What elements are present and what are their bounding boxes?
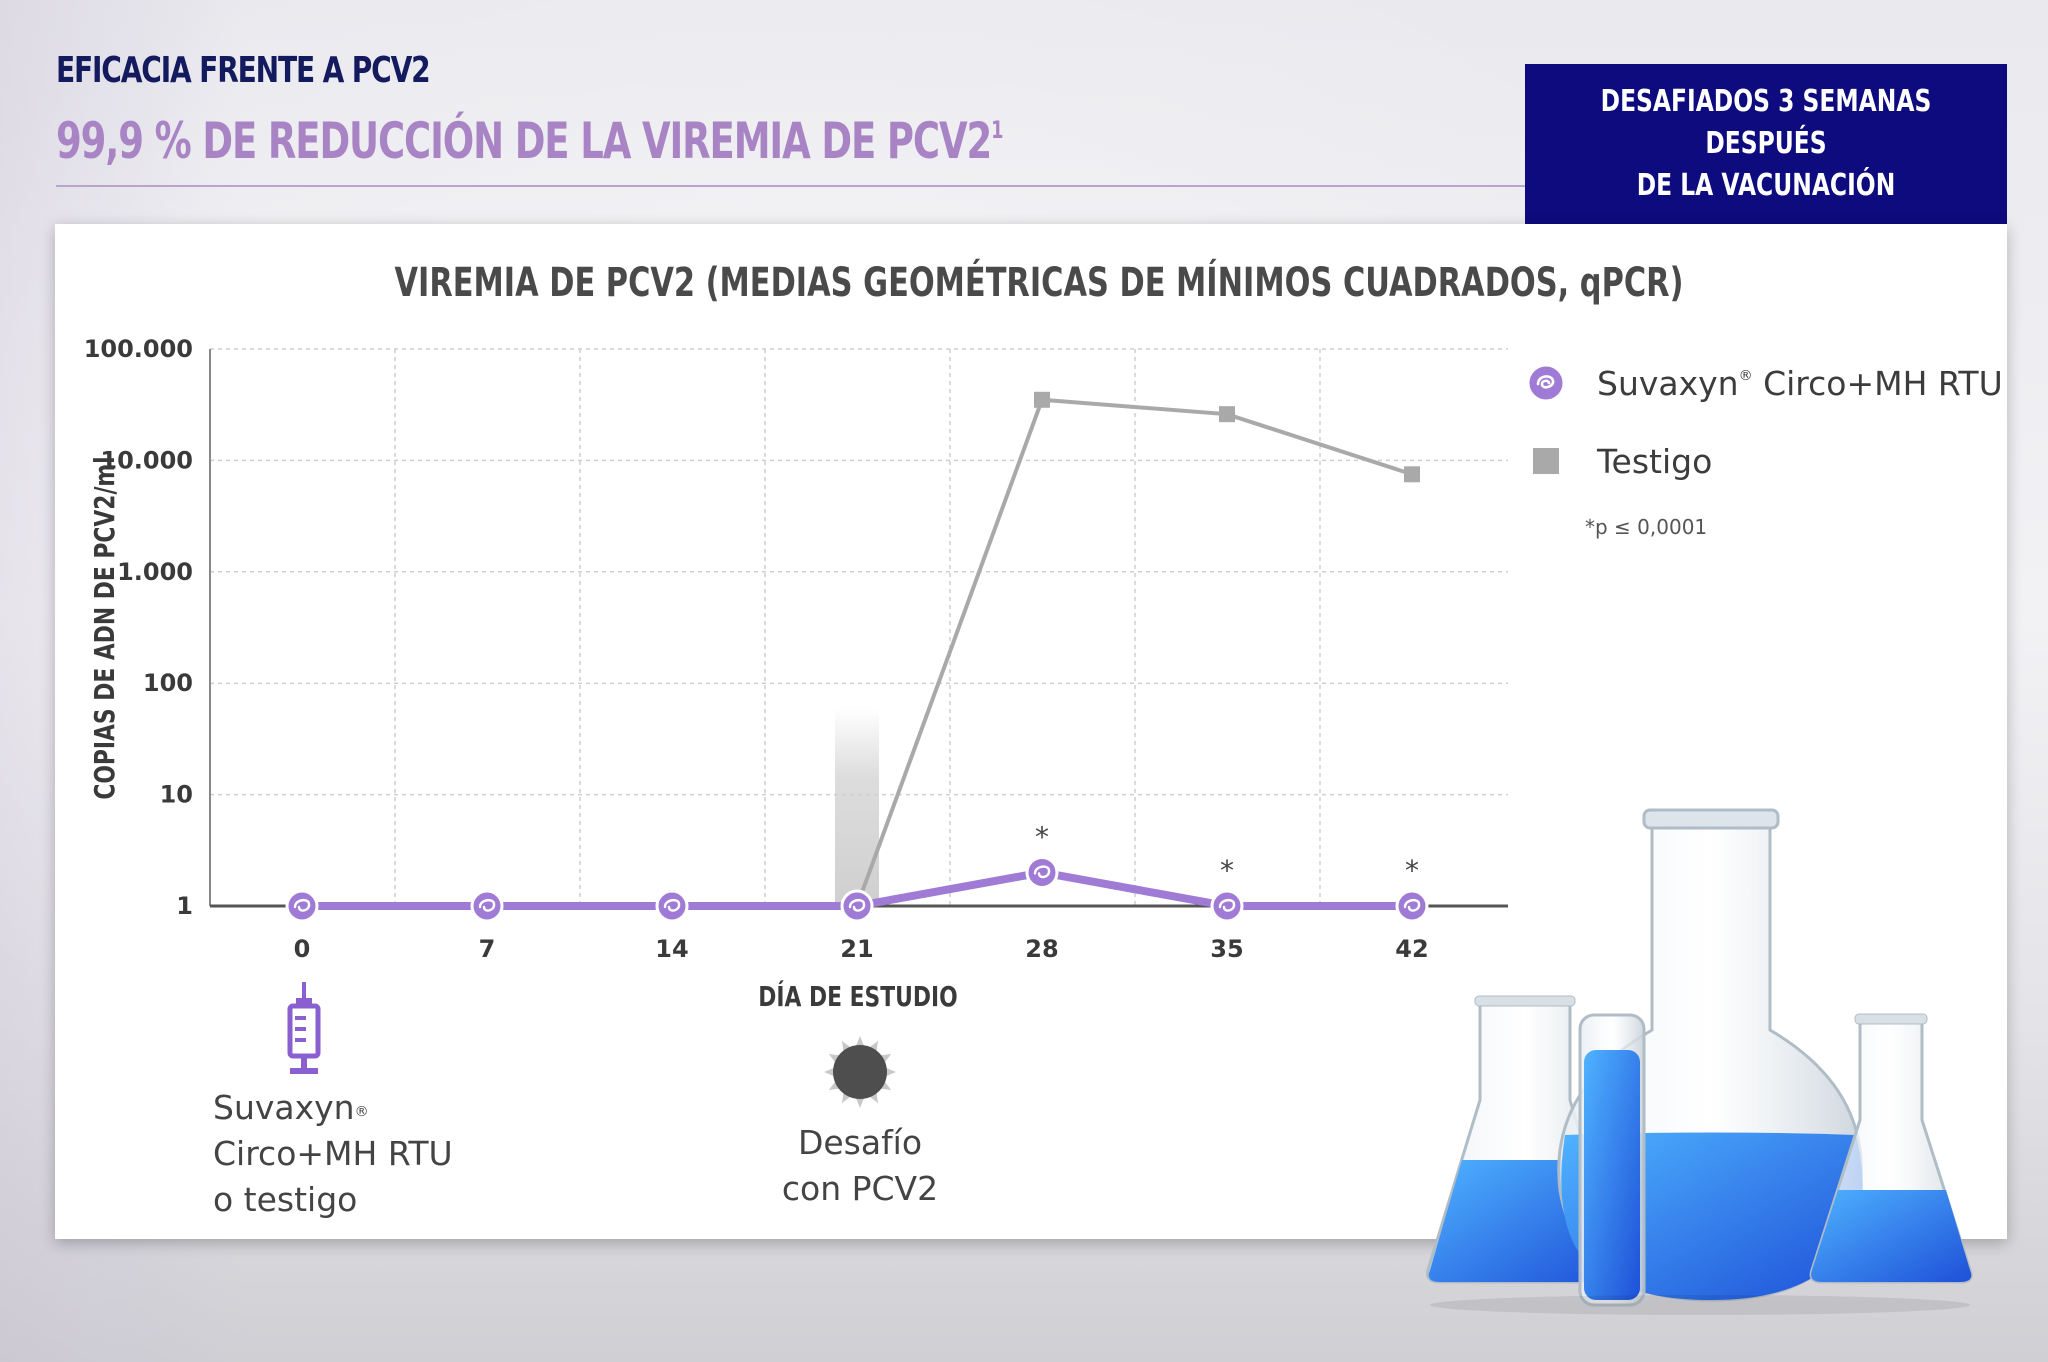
badge-text: DESAFIADOS 3 SEMANAS DESPUÉS DE LA VACUN…	[1600, 84, 1932, 203]
vaccination-note: Suvaxyn® Circo+MH RTU o testigo	[213, 1085, 453, 1223]
legend-control-label: Testigo	[1597, 441, 1713, 481]
control-marker-icon	[1533, 448, 1559, 474]
y-axis-title: COPIAS DE ADN DE PCV2/ml	[88, 456, 120, 799]
vaccination-reg: ®	[354, 1104, 369, 1120]
significance-star: *	[1405, 854, 1419, 887]
challenge-note-line1: Desafío	[797, 1123, 923, 1162]
legend-suvaxyn-reg: ®	[1738, 367, 1753, 384]
header-divider	[56, 185, 1526, 187]
legend-suvaxyn: Suvaxyn® Circo+MH RTU	[1525, 362, 2003, 404]
legend-suvaxyn-label: Suvaxyn® Circo+MH RTU	[1597, 364, 2003, 403]
significance-star: *	[1220, 854, 1234, 887]
challenge-badge: DESAFIADOS 3 SEMANAS DESPUÉS DE LA VACUN…	[1525, 64, 2007, 224]
vaccination-product: Suvaxyn	[213, 1088, 355, 1127]
legend-suvaxyn-name: Suvaxyn	[1597, 363, 1739, 403]
testigo-point	[1034, 391, 1050, 408]
series-line-testigo	[855, 397, 1413, 907]
suvaxyn-point	[840, 889, 874, 923]
challenge-band	[835, 708, 879, 906]
legend-suvaxyn-rest: Circo+MH RTU	[1752, 363, 2003, 403]
suvaxyn-point	[285, 889, 319, 923]
suvaxyn-point	[1395, 889, 1429, 923]
x-tick-label: 14	[655, 935, 688, 963]
right-flask-liquid	[1811, 1190, 1972, 1282]
y-tick-label: 1	[176, 892, 193, 920]
suvaxyn-point	[1025, 855, 1059, 889]
suvaxyn-point	[1210, 889, 1244, 923]
headline-text: 99,9 % DE REDUCCIÓN DE LA VIREMIA DE PCV…	[56, 112, 992, 170]
suvaxyn-point	[470, 889, 504, 923]
x-tick-label: 28	[1025, 935, 1058, 963]
x-tick-label: 0	[294, 935, 311, 963]
headline-reference: 1	[991, 116, 1003, 144]
syringe-icon	[287, 982, 321, 1074]
vaccination-note-line1: Suvaxyn®	[213, 1085, 453, 1131]
chart-title: VIREMIA DE PCV2 (MEDIAS GEOMÉTRICAS DE M…	[394, 260, 1684, 306]
testigo-point	[1404, 466, 1420, 483]
x-tick-label: 42	[1395, 935, 1428, 963]
x-axis-title: DÍA DE ESTUDIO	[758, 980, 957, 1012]
x-tick-label: 7	[479, 935, 496, 963]
y-tick-label: 1.000	[117, 558, 193, 586]
significance-star: *	[1035, 820, 1049, 853]
headline: 99,9 % DE REDUCCIÓN DE LA VIREMIA DE PCV…	[56, 112, 1004, 170]
testigo-point	[1219, 406, 1235, 423]
challenge-note-line2: con PCV2	[781, 1169, 939, 1208]
y-tick-label: 100	[143, 669, 193, 697]
vaccination-note-line3: o testigo	[213, 1180, 358, 1219]
challenge-note: Desafío con PCV2	[760, 1120, 960, 1212]
significance-footnote: *p ≤ 0,0001	[1585, 515, 1708, 539]
vaccination-note-line2: Circo+MH RTU	[213, 1134, 453, 1173]
y-tick-label: 10	[160, 781, 193, 809]
legend-control: Testigo	[1525, 440, 1712, 482]
y-tick-label: 100.000	[84, 335, 193, 363]
lab-glassware-illustration	[1426, 808, 1973, 1315]
x-tick-label: 21	[840, 935, 873, 963]
x-tick-label: 35	[1210, 935, 1243, 963]
suvaxyn-marker-icon	[1526, 363, 1566, 403]
y-tick-label: 10.000	[100, 446, 193, 474]
virus-icon	[824, 1036, 896, 1108]
section-title: EFICACIA FRENTE A PCV2	[56, 50, 431, 91]
suvaxyn-point	[655, 889, 689, 923]
test-tube-liquid	[1584, 1050, 1640, 1300]
